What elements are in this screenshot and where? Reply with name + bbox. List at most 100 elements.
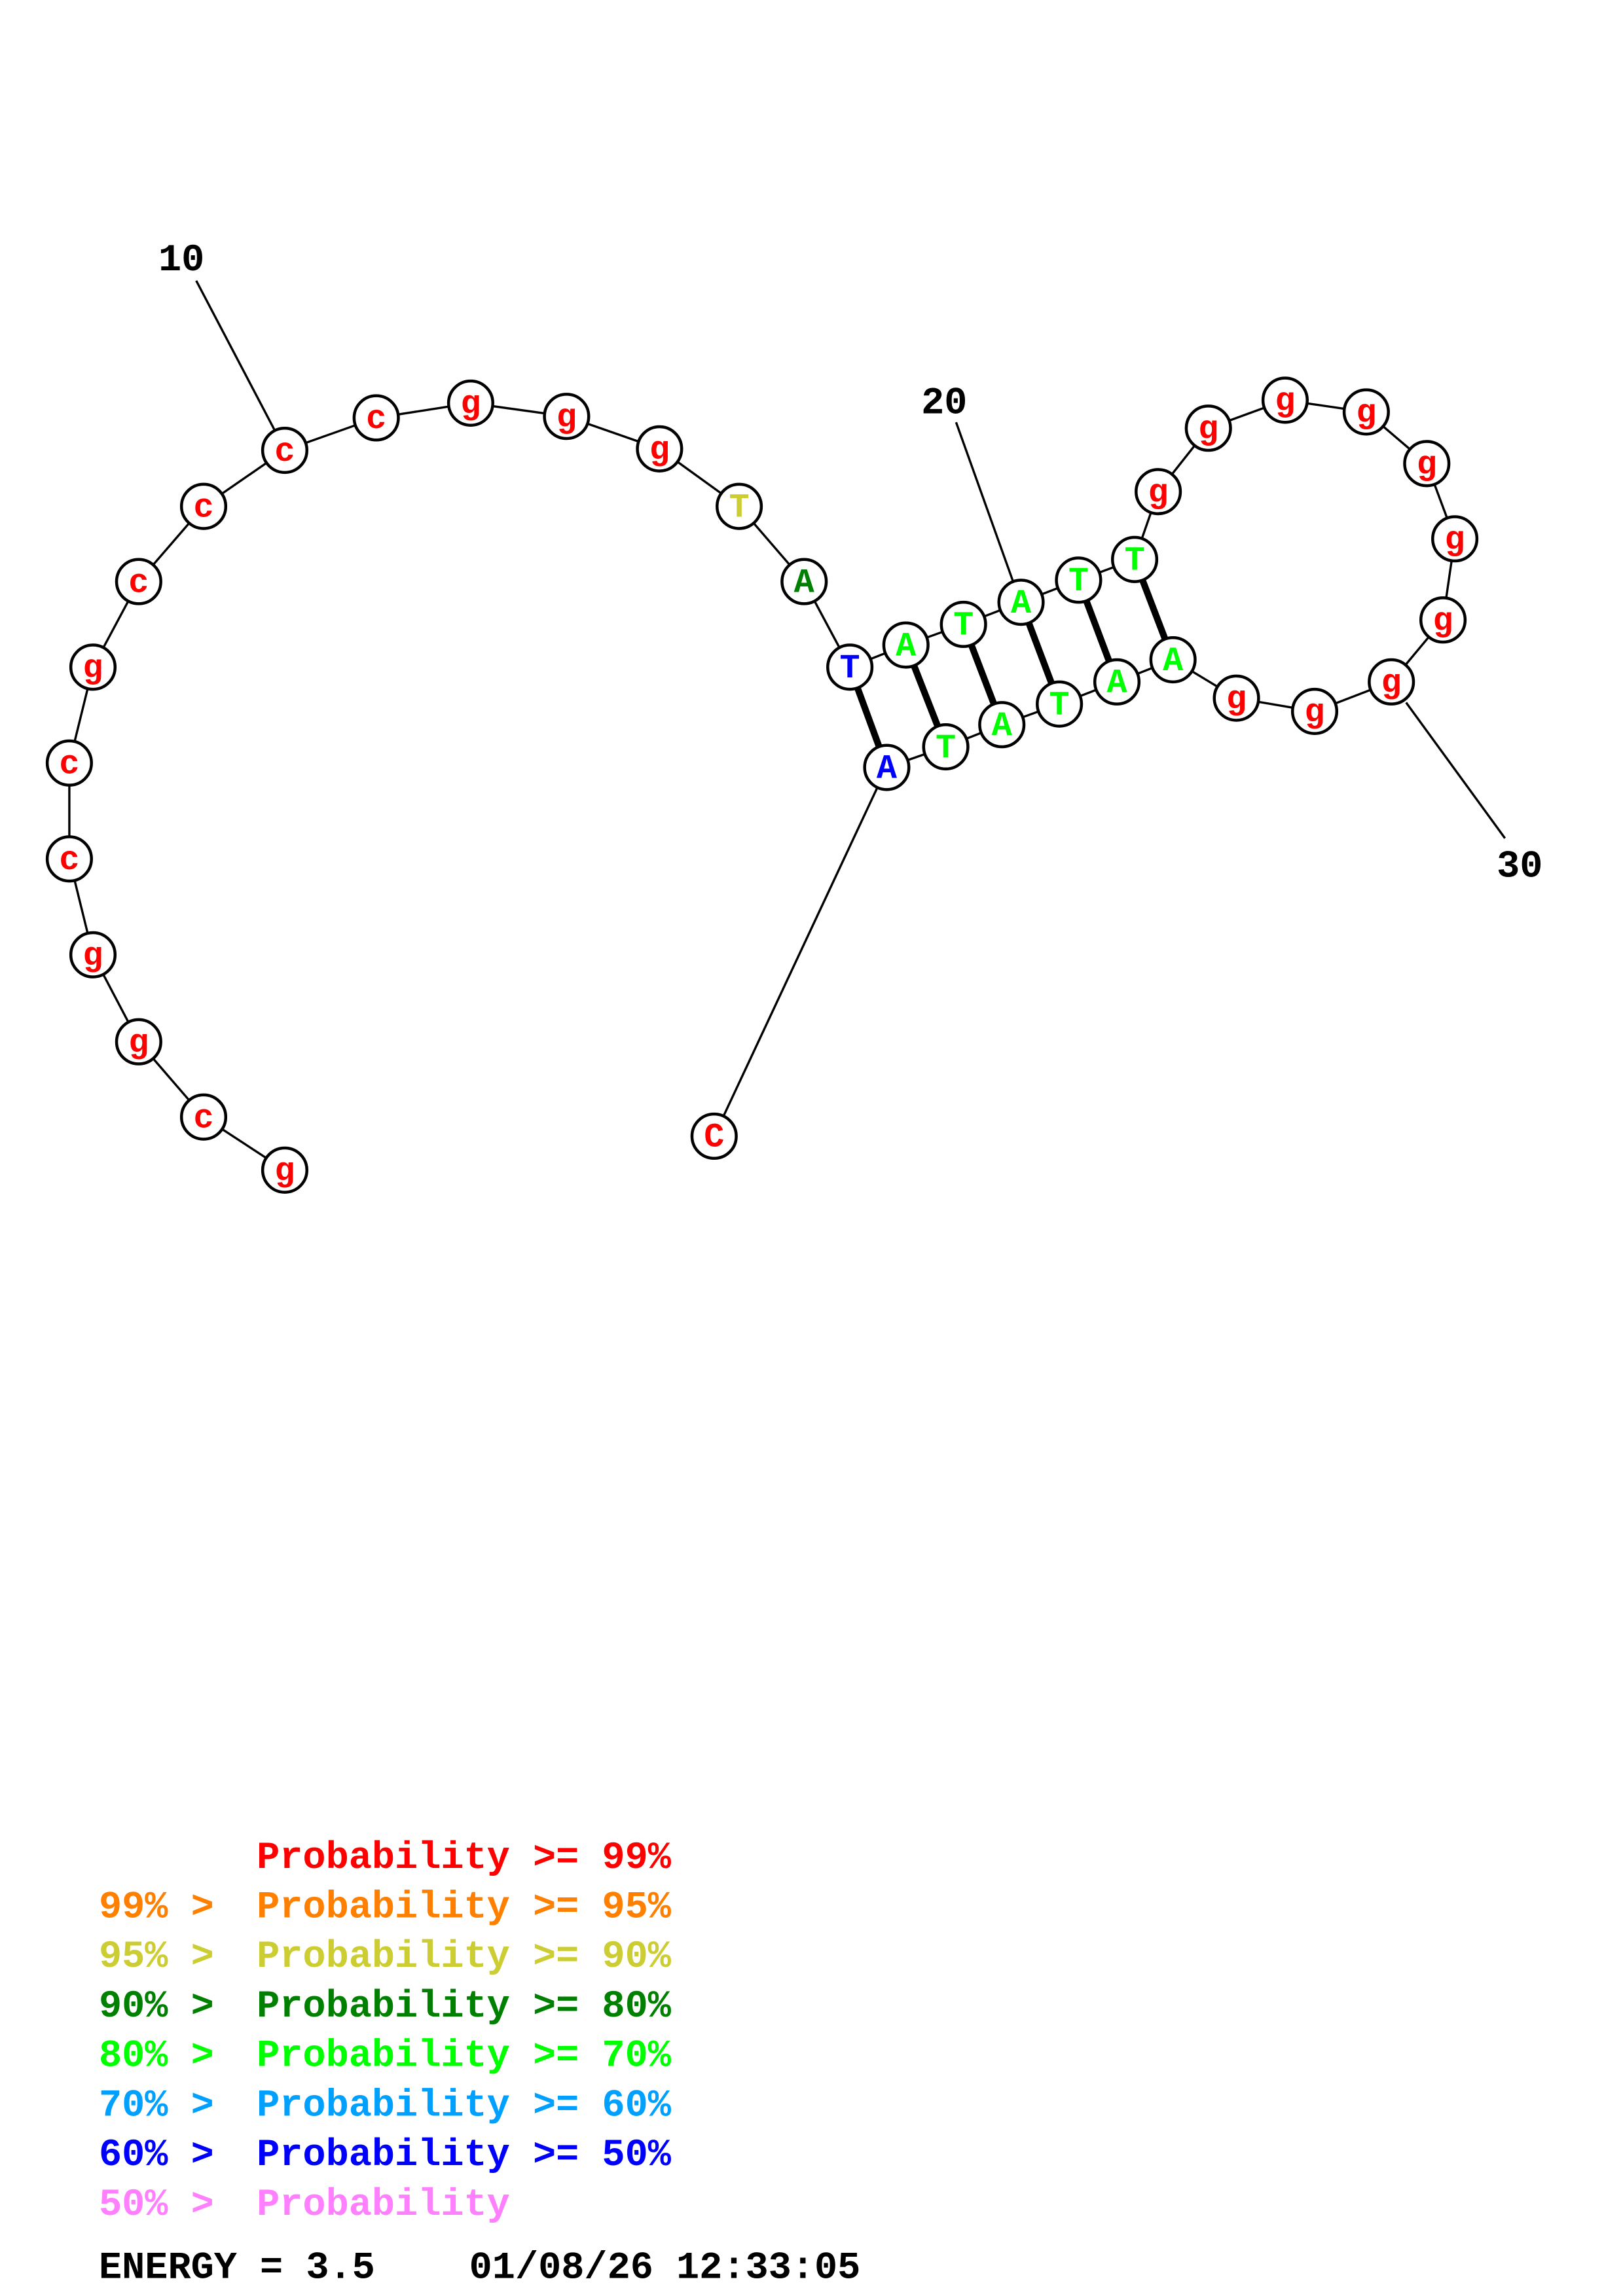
legend-text: Probability >= 50%: [257, 2133, 672, 2177]
nucleotide-letter: T: [729, 488, 750, 527]
nucleotide-circle: [997, 579, 1045, 626]
legend-text: Probability >= 99%: [257, 1836, 672, 1880]
nucleotide: g: [543, 393, 591, 440]
legend-row: 95% > Probability >= 90%: [99, 1935, 672, 1979]
legend-text: Probability >= 60%: [257, 2083, 672, 2127]
nucleotide-circle: [179, 482, 228, 530]
nucleotide: C: [690, 1112, 738, 1160]
nucleotide-circle: [636, 425, 684, 473]
position-tick-line: [195, 280, 277, 433]
nucleotide-circle: [1055, 556, 1103, 604]
nucleotide: A: [863, 744, 911, 791]
nucleotide-circle: [1110, 535, 1159, 583]
position-tick-line: [955, 422, 1015, 584]
position-label: 30: [1497, 844, 1542, 888]
nucleotide: g: [1184, 404, 1232, 452]
nucleotide-letter: g: [1356, 394, 1376, 433]
nucleotide-circle: [115, 558, 162, 605]
nucleotide: g: [1135, 468, 1182, 516]
nucleotide: c: [115, 558, 162, 605]
position-tick-line: [1405, 702, 1506, 839]
legend-row: 80% > Probability >= 70%: [99, 2034, 672, 2078]
nucleotide: A: [780, 558, 828, 605]
nucleotide-letter: c: [366, 400, 386, 439]
nucleotide-circle: [1342, 388, 1390, 436]
nucleotide-circle: [1419, 596, 1467, 644]
nucleotide-letter: g: [649, 431, 670, 470]
nucleotide: g: [1213, 674, 1260, 722]
nucleotide: A: [978, 701, 1026, 749]
nucleotide-letter: g: [1226, 680, 1247, 719]
nucleotide-letter: c: [193, 488, 213, 527]
nucleotide: g: [447, 379, 494, 427]
nucleotide-letter: c: [193, 1099, 213, 1138]
nucleotide: T: [1055, 556, 1103, 604]
nucleotide-circle: [45, 835, 93, 883]
legend-row: 50% > Probability: [99, 2183, 510, 2227]
nucleotide-circle: [69, 643, 117, 691]
timestamp: 01/08/26 12:33:05: [469, 2246, 861, 2289]
nucleotide-circle: [1290, 687, 1339, 735]
nucleotide-circle: [69, 931, 117, 978]
legend-prefix: [99, 1836, 191, 1880]
nucleotide: c: [179, 1093, 228, 1141]
position-label: 20: [921, 382, 967, 425]
nucleotide-letter: A: [1163, 642, 1184, 681]
nucleotide: c: [179, 482, 228, 530]
nucleotide: T: [922, 723, 970, 771]
nucleotide-letter: g: [460, 386, 481, 424]
nucleotide: T: [939, 600, 987, 649]
nucleotide-letter: T: [936, 729, 956, 768]
nucleotide-circle: [1036, 680, 1084, 728]
legend-text: Probability >= 80%: [257, 1984, 672, 2028]
legend-row: 70% > Probability >= 60%: [99, 2083, 672, 2127]
legend-text: Probability >= 70%: [257, 2034, 672, 2078]
nucleotide: g: [1368, 658, 1415, 706]
nucleotide-circle: [179, 1093, 228, 1141]
nucleotide-letter: A: [992, 707, 1013, 745]
nucleotide-circle: [922, 723, 970, 771]
nucleotide-letter: T: [840, 649, 860, 688]
nucleotide: c: [45, 835, 93, 883]
nucleotide-letter: g: [1381, 664, 1402, 703]
legend-prefix: 60% >: [99, 2133, 237, 2177]
nucleotide-letter: A: [877, 749, 898, 788]
nucleotide-circle: [1261, 376, 1309, 424]
nucleotide-circle: [115, 1018, 162, 1066]
nucleotide-circle: [352, 394, 400, 442]
nucleotide: A: [1149, 636, 1197, 684]
nucleotide-circle: [939, 600, 987, 649]
nucleotide-letter: c: [128, 564, 149, 602]
nucleotide-circle: [780, 558, 828, 605]
nucleotide: g: [261, 1146, 309, 1194]
nucleotide: T: [1110, 535, 1159, 583]
legend-prefix: 90% >: [99, 1984, 237, 2028]
nucleotide-letter: A: [1011, 584, 1032, 623]
legend-row: Probability >= 99%: [99, 1836, 672, 1880]
nucleotide-letter: g: [274, 1153, 295, 1191]
nucleotide-letter: g: [556, 399, 577, 437]
nucleotide-circle: [1403, 440, 1451, 488]
nucleotide-circle: [261, 426, 309, 475]
backbone-segment: [713, 766, 888, 1137]
legend-text: Probability: [257, 2183, 510, 2227]
nucleotide-circle: [978, 701, 1026, 749]
nucleotide: g: [1290, 687, 1339, 735]
nucleotide-circle: [690, 1112, 738, 1160]
legend-prefix: 80% >: [99, 2034, 237, 2078]
nucleotide-letter: g: [1198, 410, 1218, 449]
nucleotide: g: [69, 931, 117, 978]
nucleotide-letter: A: [794, 564, 815, 602]
nucleotide: g: [636, 425, 684, 473]
backbone: [68, 399, 1456, 1172]
nucleotide-letter: A: [1106, 664, 1127, 703]
nucleotide: g: [1403, 440, 1451, 488]
nucleotide-circle: [1135, 468, 1182, 516]
legend-text: Probability >= 95%: [257, 1885, 672, 1929]
nucleotide: T: [1036, 680, 1084, 728]
nucleotide-letter: g: [1275, 382, 1295, 421]
nucleotide-letter: g: [1433, 602, 1453, 641]
probability-legend: Probability >= 99% 99% > Probability >= 9…: [99, 1836, 672, 2227]
nucleotide-letter: C: [704, 1119, 724, 1157]
